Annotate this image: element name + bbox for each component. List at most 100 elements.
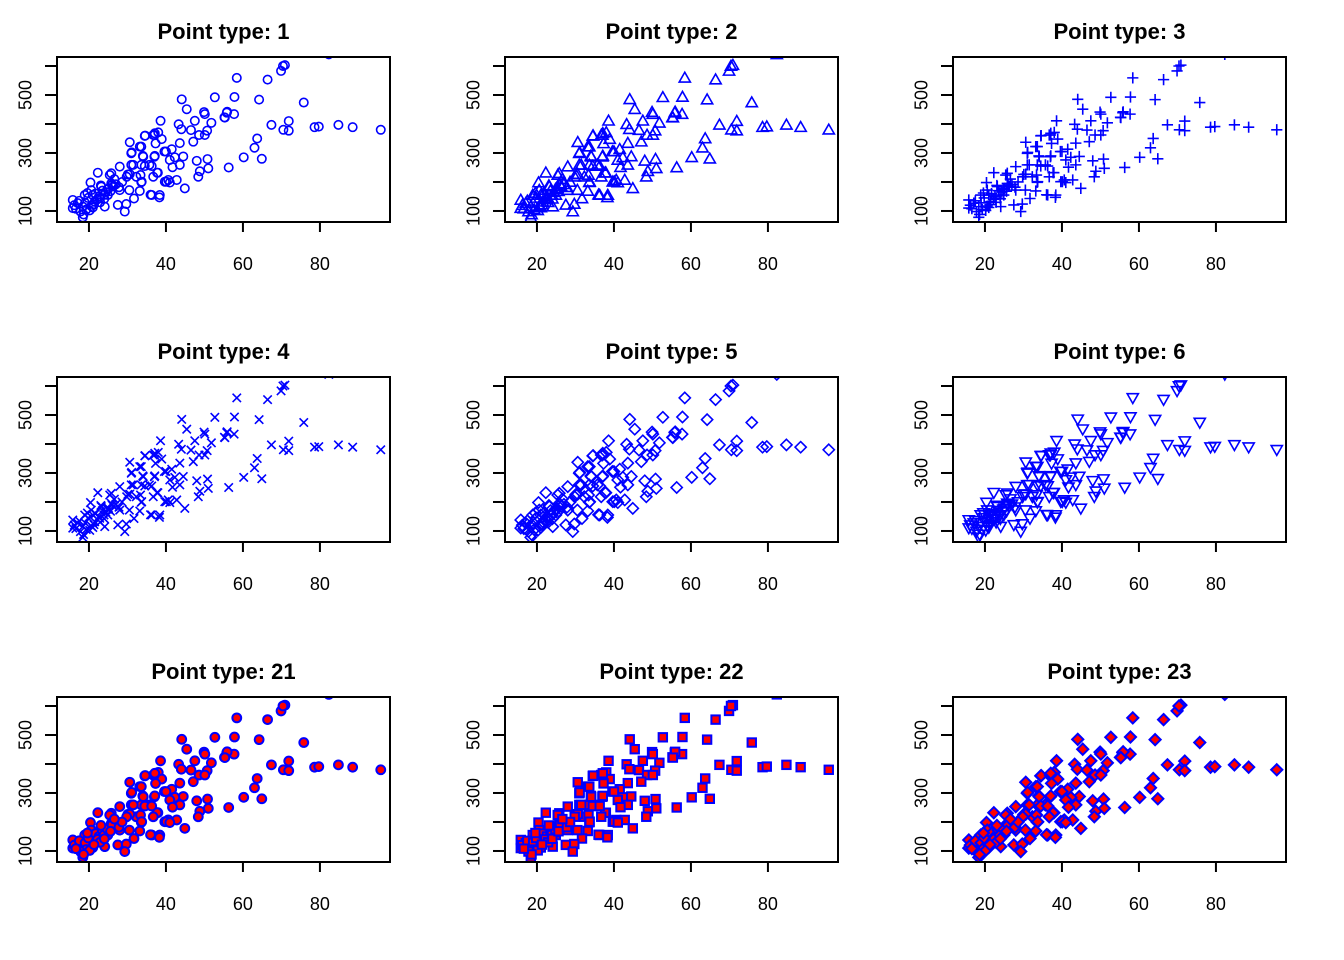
data-point	[607, 494, 622, 509]
data-point	[193, 491, 204, 502]
data-point	[712, 117, 727, 130]
data-point	[1177, 436, 1192, 449]
data-point	[627, 823, 639, 834]
data-point	[1222, 377, 1228, 382]
data-point	[1068, 458, 1083, 471]
data-point	[1209, 120, 1221, 133]
data-point	[167, 801, 178, 813]
data-point	[146, 161, 157, 172]
y-tick-label: 500	[464, 80, 484, 110]
data-point	[1073, 150, 1085, 163]
data-point	[1101, 117, 1113, 129]
data-point	[154, 192, 165, 203]
data-point	[139, 161, 150, 172]
data-point	[149, 128, 160, 139]
data-point	[262, 394, 273, 405]
data-point	[1043, 470, 1058, 484]
data-point	[175, 763, 187, 775]
data-point	[149, 450, 160, 460]
data-point	[615, 801, 626, 813]
data-point	[199, 748, 211, 760]
data-point	[283, 125, 294, 136]
data-point	[712, 438, 727, 452]
data-point	[1042, 491, 1057, 504]
plot-frame	[504, 696, 839, 863]
data-point	[821, 122, 836, 135]
panel-2: Point type: 2 20 40 60 80 100 300 500	[464, 19, 839, 274]
data-point	[136, 176, 147, 187]
data-point	[581, 488, 596, 502]
data-point	[560, 500, 574, 514]
data-point	[1061, 482, 1076, 495]
data-point	[590, 478, 605, 492]
panel-4: Point type: 4 20 40 60 80 100 300 500	[16, 339, 391, 594]
data-point	[83, 192, 94, 203]
data-point	[991, 179, 1003, 192]
data-point	[976, 825, 991, 841]
data-point	[575, 191, 589, 204]
data-point	[200, 450, 210, 460]
data-point	[333, 119, 344, 130]
data-point	[1075, 742, 1090, 757]
data-point	[725, 57, 740, 71]
data-point	[324, 57, 334, 60]
y-tick-label: 300	[16, 138, 36, 168]
data-point	[570, 182, 585, 196]
data-point	[1020, 467, 1035, 480]
data-point	[195, 486, 205, 497]
data-point	[982, 837, 997, 852]
x-tick-label: 60	[1129, 254, 1149, 274]
data-point	[793, 440, 808, 454]
data-point	[611, 495, 625, 510]
data-point	[78, 849, 89, 860]
data-point	[1179, 115, 1191, 127]
data-point	[148, 171, 159, 182]
data-point	[1043, 788, 1058, 803]
data-point	[249, 782, 260, 794]
x-tick-label: 60	[1129, 894, 1149, 914]
data-point	[266, 759, 277, 771]
data-point	[277, 700, 289, 712]
data-point	[666, 430, 680, 445]
x-tick-label: 60	[681, 254, 701, 274]
data-point	[298, 737, 310, 748]
data-point	[657, 732, 669, 743]
data-point	[731, 755, 742, 767]
y-tick-label: 500	[16, 720, 36, 750]
data-point	[1049, 435, 1064, 449]
data-point	[1030, 496, 1045, 509]
data-point	[124, 457, 135, 468]
data-point	[530, 827, 541, 839]
data-point	[229, 412, 240, 422]
data-point	[154, 831, 165, 843]
panel-23: Point type: 23 20 40 60 80 100 300 500	[912, 659, 1287, 914]
data-point	[1105, 91, 1117, 103]
data-point	[755, 440, 770, 454]
data-point	[698, 131, 713, 144]
data-point	[1124, 91, 1137, 103]
data-point	[189, 115, 200, 126]
data-point	[524, 527, 539, 542]
data-point	[1019, 184, 1031, 196]
data-point	[656, 410, 670, 425]
data-point	[1023, 159, 1035, 171]
data-point	[191, 155, 202, 166]
data-point	[1056, 145, 1068, 158]
data-point	[180, 503, 190, 514]
data-point	[1119, 161, 1131, 174]
data-point	[562, 801, 573, 812]
y-tick-label: 100	[16, 196, 36, 226]
data-point	[645, 106, 660, 120]
data-point	[675, 89, 690, 103]
data-point	[1020, 136, 1032, 148]
data-point	[238, 791, 250, 803]
data-point	[1070, 732, 1085, 747]
data-point	[1020, 785, 1035, 800]
data-point	[608, 786, 620, 797]
data-point	[1179, 125, 1191, 137]
data-point	[1001, 167, 1013, 179]
data-point	[1093, 450, 1108, 463]
data-point	[127, 799, 139, 811]
data-point	[199, 130, 210, 141]
data-point	[175, 480, 185, 490]
